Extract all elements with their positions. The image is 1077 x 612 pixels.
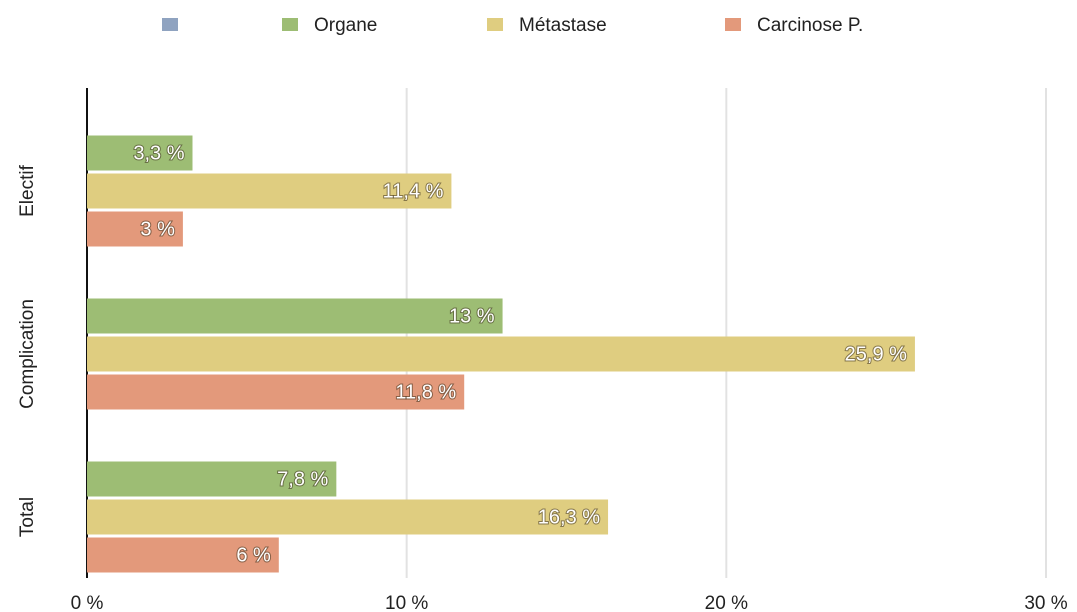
legend-swatch: [282, 18, 298, 31]
legend-swatch: [725, 18, 741, 31]
x-tick-label: 10 %: [385, 593, 428, 612]
bar: [87, 173, 452, 209]
bar: [87, 336, 915, 372]
legend-swatch: [162, 18, 178, 31]
category-label: Complication: [17, 299, 38, 409]
bar: [87, 374, 465, 410]
bar: [87, 211, 183, 247]
bar: [87, 135, 193, 171]
value-label: 11,8 %: [395, 381, 456, 403]
value-label: 3 %: [140, 218, 175, 240]
x-tick-label: 30 %: [1024, 593, 1067, 612]
x-tick-label: 20 %: [705, 593, 748, 612]
value-label: 11,4 %: [383, 180, 444, 202]
x-tick-label: 0 %: [71, 593, 104, 612]
category-label: Electif: [17, 164, 38, 216]
value-label: 3,3 %: [133, 142, 184, 164]
value-label: 13 %: [449, 305, 495, 327]
bar: [87, 499, 609, 535]
bar: [87, 537, 279, 573]
value-label: 7,8 %: [277, 468, 328, 490]
legend-label: Carcinose P.: [757, 15, 863, 36]
category-label: Total: [17, 497, 38, 537]
legend-label: Métastase: [519, 15, 607, 36]
value-label: 16,3 %: [538, 506, 600, 528]
bar: [87, 461, 337, 497]
legend-swatch: [487, 18, 503, 31]
value-label: 25,9 %: [845, 343, 907, 365]
legend-label: Organe: [314, 15, 377, 36]
value-label: 6 %: [236, 544, 271, 566]
bar: [87, 298, 503, 334]
